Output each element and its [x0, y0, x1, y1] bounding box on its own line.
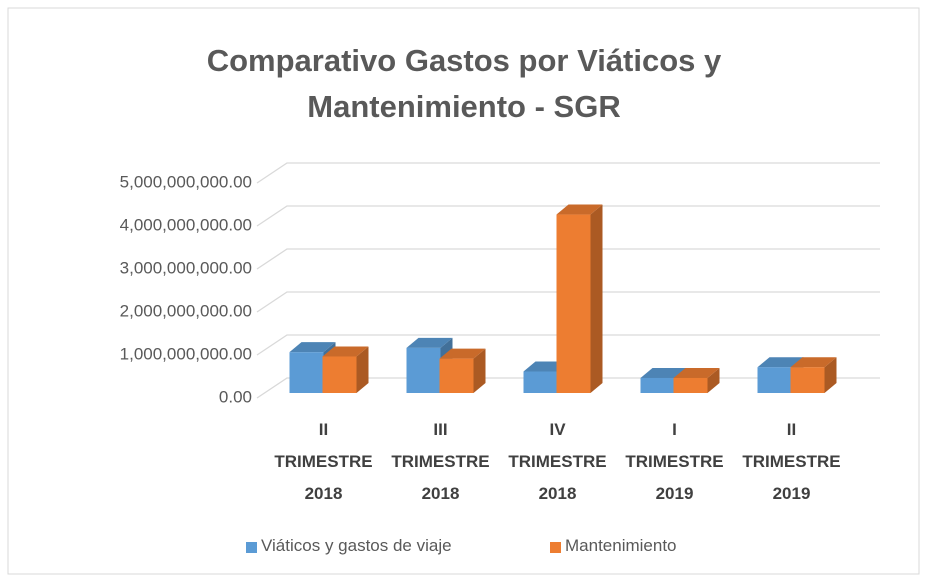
- bar: [757, 367, 792, 393]
- chart-border: [7, 7, 920, 575]
- legend-swatch: [550, 542, 561, 553]
- grid-line: [256, 291, 880, 313]
- grid-line: [256, 205, 880, 227]
- bar: [523, 371, 558, 393]
- bar-top: [640, 367, 687, 378]
- grid-line: [256, 334, 880, 356]
- legend-swatch: [246, 542, 257, 553]
- bar-side: [707, 367, 720, 393]
- bar: [289, 352, 324, 393]
- chart-title: Comparativo Gastos por Viáticos y Manten…: [206, 43, 722, 124]
- bar-top: [289, 342, 336, 353]
- y-tick-label: 3,000,000,000.00: [120, 258, 252, 277]
- bar: [406, 347, 441, 393]
- grid-line: [256, 162, 880, 184]
- bar: [640, 377, 675, 393]
- x-tick-label: II TRIMESTRE 2019: [742, 420, 841, 503]
- bar: [322, 356, 357, 393]
- x-tick-label: IV TRIMESTRE 2018: [508, 420, 607, 503]
- legend-label: Mantenimiento: [565, 536, 677, 555]
- bar-side: [590, 204, 603, 393]
- bar-top: [757, 357, 804, 368]
- legend-label: Viáticos y gastos de viaje: [261, 536, 452, 555]
- bar: [790, 367, 825, 393]
- bar-top: [439, 348, 486, 359]
- bar-side: [473, 348, 486, 393]
- bar-top: [406, 337, 453, 348]
- y-tick-label: 1,000,000,000.00: [120, 344, 252, 363]
- bar: [556, 214, 591, 393]
- bar-top: [322, 346, 369, 357]
- bar: [673, 377, 708, 393]
- bar-top: [790, 357, 837, 368]
- bar-side: [824, 357, 837, 393]
- bar-top: [556, 204, 603, 215]
- grid-line: [256, 248, 880, 270]
- x-tick-label: II TRIMESTRE 2018: [274, 420, 373, 503]
- bar-side: [356, 346, 369, 393]
- x-tick-label: I TRIMESTRE 2019: [625, 420, 724, 503]
- bar: [439, 358, 474, 393]
- y-tick-label: 4,000,000,000.00: [120, 215, 252, 234]
- y-tick-label: 5,000,000,000.00: [120, 172, 252, 191]
- x-tick-label: III TRIMESTRE 2018: [391, 420, 490, 503]
- y-tick-label: 2,000,000,000.00: [120, 301, 252, 320]
- bar-top: [673, 367, 720, 378]
- y-tick-label: 0.00: [219, 387, 252, 406]
